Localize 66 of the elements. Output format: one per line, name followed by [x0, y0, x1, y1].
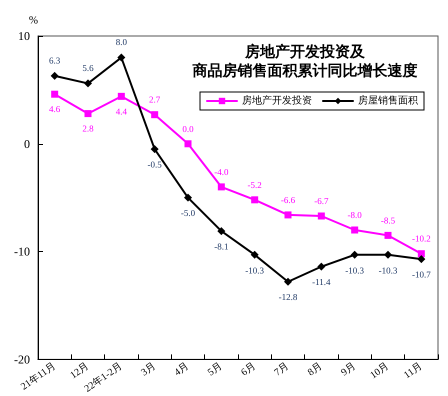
data-label: -6.6 [280, 194, 296, 205]
point [417, 255, 426, 264]
point [251, 196, 258, 204]
data-label: -11.4 [312, 277, 332, 288]
data-label: -4.0 [214, 166, 229, 177]
point [250, 250, 259, 259]
point [318, 212, 325, 220]
point [384, 250, 392, 259]
point [317, 262, 326, 271]
data-label: -10.3 [245, 265, 265, 276]
point [218, 183, 225, 190]
data-label: -12.8 [278, 292, 298, 302]
point [350, 250, 359, 259]
data-label: 2.7 [149, 94, 161, 105]
x-tick-label: 4月 [172, 360, 192, 378]
x-tick-label: 9月 [339, 360, 358, 378]
x-tick-label: 11月 [402, 360, 424, 382]
point [284, 278, 292, 286]
data-label: -10.2 [412, 234, 431, 244]
data-label: 8.0 [116, 37, 128, 48]
data-label: -6.7 [314, 196, 329, 206]
point [418, 250, 425, 258]
point [384, 232, 392, 239]
point [117, 54, 126, 62]
y-tick-label: -10 [14, 244, 30, 259]
x-tick-label: 5月 [206, 360, 224, 378]
y-tick-label: 10 [18, 29, 30, 43]
data-label: -10.3 [378, 265, 398, 276]
x-tick-label: 6月 [239, 360, 258, 378]
point [184, 194, 192, 202]
data-label: -8.1 [214, 242, 228, 252]
legend-label: 房地产开发投资 [242, 94, 312, 106]
y-tick-label: -20 [14, 352, 30, 366]
data-label: -10.3 [345, 265, 365, 276]
data-label: 5.6 [82, 62, 94, 73]
data-label: -5.2 [248, 180, 262, 190]
point [184, 140, 192, 148]
text: 房地产开发投资及商品房销售面积累计同比增长速度 [192, 42, 418, 80]
data-label: 4.4 [116, 106, 128, 116]
point [351, 226, 358, 234]
data-label: -0.5 [148, 160, 162, 170]
x-tick-label: 7月 [272, 360, 292, 378]
data-label: -8.5 [380, 215, 396, 226]
data-label: 0.0 [182, 124, 194, 134]
point [50, 72, 59, 80]
data-label: 4.6 [49, 104, 61, 114]
x-tick-label: 3月 [139, 360, 158, 378]
point [150, 145, 159, 154]
point [151, 111, 158, 118]
y-axis-title: % [28, 14, 38, 26]
point [51, 90, 58, 98]
x-tick-label: 12月 [68, 360, 92, 382]
point [84, 110, 92, 118]
point [84, 79, 92, 88]
y-tick-label: 0 [24, 136, 30, 151]
point [118, 92, 125, 100]
x-tick-label: 8月 [306, 360, 324, 378]
data-label: -8.0 [348, 210, 362, 220]
x-tick-label: 10月 [368, 360, 392, 382]
data-label: -10.7 [412, 270, 432, 280]
point [217, 227, 226, 236]
legend-label: 房屋销售面积 [358, 94, 418, 106]
data-label: -5.0 [180, 208, 196, 218]
point [284, 211, 292, 218]
data-label: 2.8 [82, 124, 94, 134]
data-label: 6.3 [49, 55, 61, 66]
